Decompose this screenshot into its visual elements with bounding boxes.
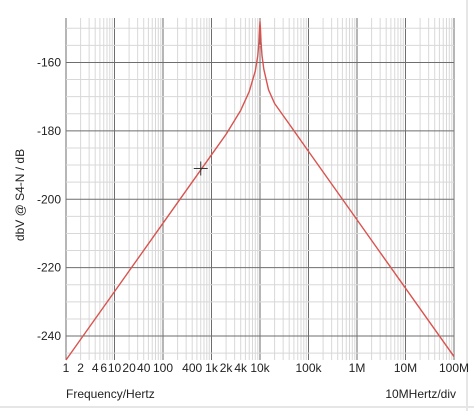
x-tick-label: 6 [100, 361, 107, 375]
x-tick-label: 2 [77, 361, 84, 375]
x-tick-label: 2k [220, 361, 234, 375]
y-tick-labels: -160 -180 -200 -220 -240 [37, 55, 61, 343]
x-tick-label: 40 [137, 361, 151, 375]
series-line [65, 20, 455, 361]
y-tick-label: -220 [37, 261, 61, 275]
x-tick-label: 10M [394, 361, 417, 375]
x-tick-label: 4 [92, 361, 99, 375]
major-x-gridlines [65, 18, 455, 360]
y-tick-label: -240 [37, 329, 61, 343]
x-axis-label: Frequency/Hertz [66, 387, 155, 401]
cursor-marker [193, 161, 208, 176]
x-tick-label: 1k [205, 361, 219, 375]
x-tick-label: 100 [153, 361, 173, 375]
window-right-border [466, 0, 468, 411]
series-layer [65, 20, 455, 361]
x-tick-label: 20 [122, 361, 136, 375]
x-tick-label: 1 [63, 361, 70, 375]
x-tick-label: 10k [250, 361, 270, 375]
x-tick-label: 100k [295, 361, 322, 375]
x-tick-label: 10 [108, 361, 122, 375]
y-tick-label: -180 [37, 124, 61, 138]
y-tick-label: -200 [37, 192, 61, 206]
y-gridlines [66, 27, 454, 354]
x-tick-label: 100M [439, 361, 469, 375]
x-scale-note: 10MHertz/div [385, 387, 456, 401]
minor-x-gridlines [80, 18, 453, 360]
x-tick-label: 1M [349, 361, 366, 375]
x-tick-label: 400 [182, 361, 202, 375]
x-tick-label: 4k [234, 361, 248, 375]
x-tick-labels: 1 2 4 6 10 20 40 100 400 1k 2k 4k 10k 100k 1M 10M 100M [63, 361, 469, 375]
window-bottom-border [0, 406, 474, 408]
y-axis-label: dbV @ S4-N / dB [13, 149, 27, 241]
y-tick-label: -160 [37, 55, 61, 69]
